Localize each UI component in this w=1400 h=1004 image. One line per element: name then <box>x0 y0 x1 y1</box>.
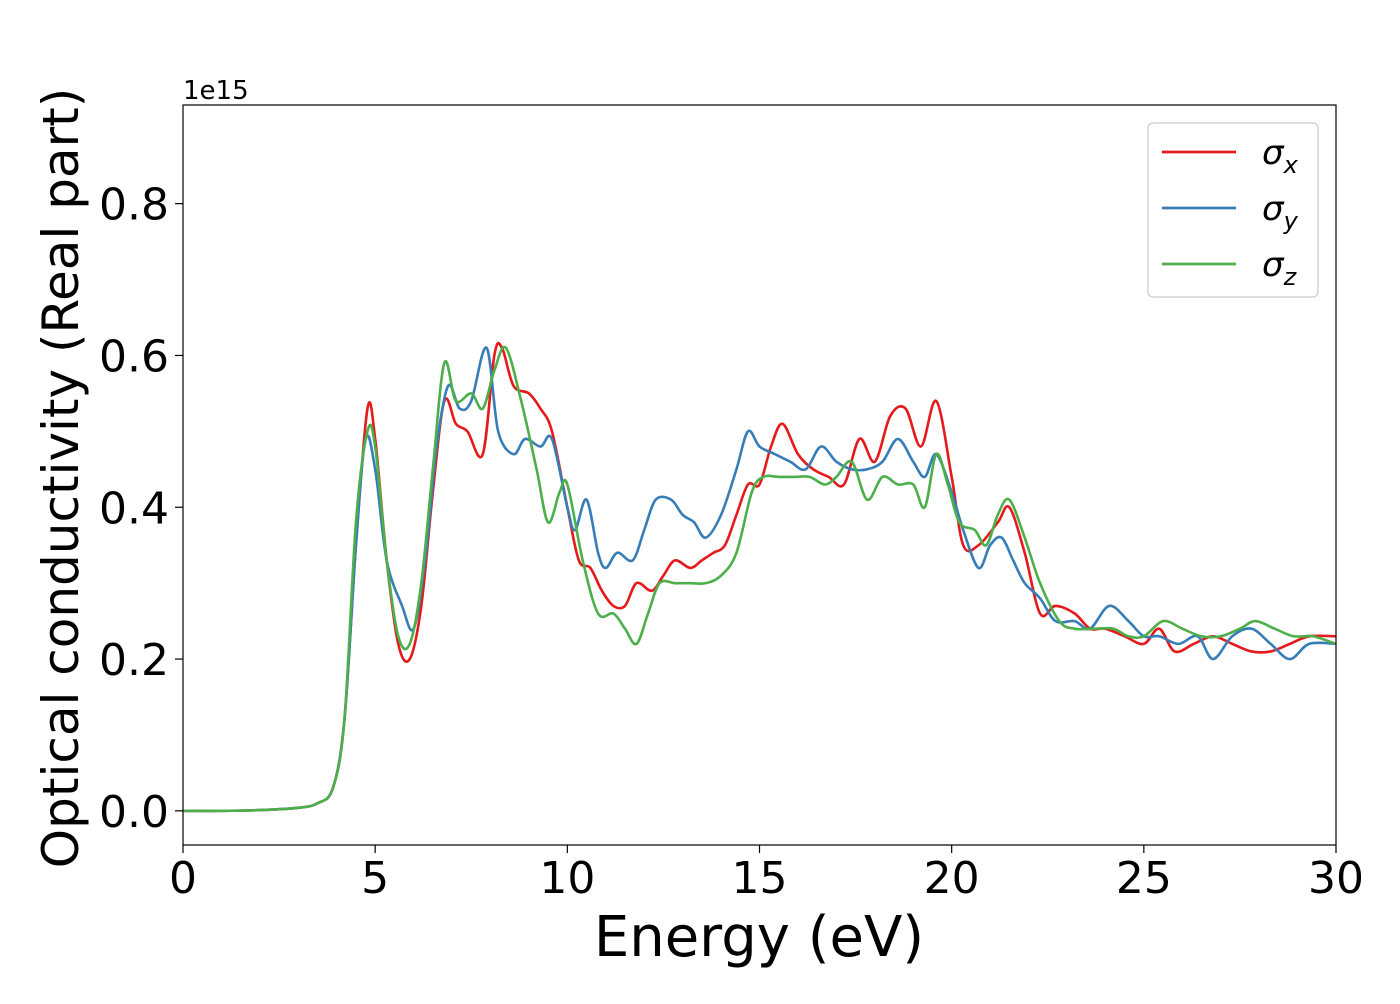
legend-label: σx <box>1262 133 1299 179</box>
legend-label: σy <box>1262 189 1299 235</box>
legend-item-x: σx <box>1162 133 1299 179</box>
legend-item-y: σy <box>1162 189 1299 235</box>
y-tick-label: 0.2 <box>99 635 169 686</box>
x-tick-label: 10 <box>539 853 595 904</box>
series-line-z <box>183 345 1336 813</box>
legend-item-z: σz <box>1162 245 1298 291</box>
legend: σx σy σz <box>1147 122 1319 298</box>
x-tick-label: 30 <box>1308 853 1364 904</box>
legend-box <box>1147 122 1319 298</box>
series-line-x <box>183 341 1336 813</box>
y-axis-offset-label: 1e15 <box>183 76 249 106</box>
legend-label: σz <box>1262 245 1298 291</box>
series-line-y <box>183 346 1336 813</box>
x-tick-label: 25 <box>1116 853 1172 904</box>
y-tick-label: 0.0 <box>99 787 169 838</box>
x-tick-label: 5 <box>361 853 389 904</box>
x-axis-label: Energy (eV) <box>594 905 924 970</box>
y-tick-label: 0.6 <box>99 331 169 382</box>
axes: 0 5 10 15 20 25 30 0.0 0.2 0.4 0.6 0.8 <box>99 104 1364 904</box>
y-tick-label: 0.8 <box>99 180 169 231</box>
x-tick-label: 0 <box>169 853 197 904</box>
y-tick-label: 0.4 <box>99 483 169 534</box>
x-tick-label: 15 <box>732 853 788 904</box>
y-axis-label: Optical conductivity (Real part) <box>32 88 90 869</box>
plot-area <box>183 341 1336 813</box>
x-tick-label: 20 <box>924 853 980 904</box>
